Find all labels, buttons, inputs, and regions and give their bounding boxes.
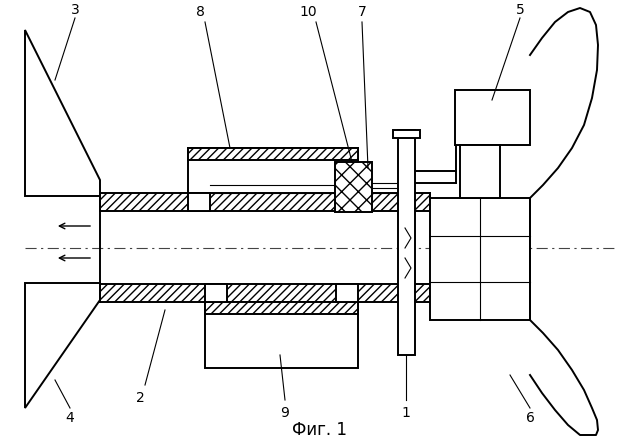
Bar xyxy=(335,162,372,212)
Bar xyxy=(188,193,210,211)
Text: 5: 5 xyxy=(516,3,524,17)
Bar xyxy=(430,198,530,320)
Bar xyxy=(188,148,358,160)
Text: 8: 8 xyxy=(196,5,204,19)
Text: 3: 3 xyxy=(70,3,79,17)
Text: Фиг. 1: Фиг. 1 xyxy=(292,421,348,438)
Bar xyxy=(336,193,358,211)
Text: 4: 4 xyxy=(66,411,74,425)
Bar xyxy=(188,148,358,193)
Bar xyxy=(205,284,227,302)
Bar xyxy=(205,302,358,368)
Bar xyxy=(100,284,430,302)
Text: 6: 6 xyxy=(525,411,534,425)
Text: 10: 10 xyxy=(299,5,317,19)
Bar xyxy=(393,130,420,138)
Bar xyxy=(455,90,530,145)
Polygon shape xyxy=(25,283,100,408)
Bar xyxy=(205,302,358,314)
Text: 7: 7 xyxy=(358,5,366,19)
Text: 1: 1 xyxy=(401,406,410,420)
Bar xyxy=(336,284,358,302)
Text: 9: 9 xyxy=(280,406,289,420)
Bar xyxy=(100,193,430,211)
Text: 2: 2 xyxy=(136,391,145,405)
Bar xyxy=(398,130,415,355)
Bar xyxy=(460,145,500,198)
Polygon shape xyxy=(25,30,100,196)
